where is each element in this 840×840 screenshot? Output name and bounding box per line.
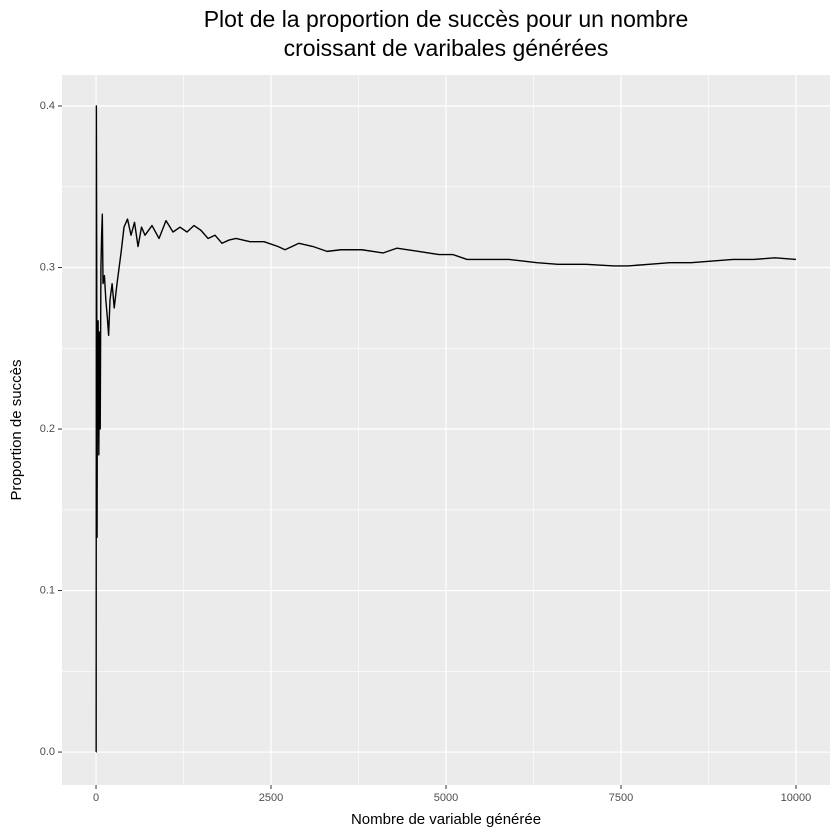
x-tick-label: 10000 bbox=[781, 792, 812, 804]
x-tick-label: 5000 bbox=[434, 792, 458, 804]
y-axis-title: Proportion de succès bbox=[8, 360, 25, 501]
y-tick-label: 0.3 bbox=[40, 261, 55, 273]
y-tick-label: 0.4 bbox=[40, 100, 55, 112]
x-axis-title: Nombre de variable générée bbox=[351, 811, 541, 828]
y-tick-label: 0.2 bbox=[40, 423, 55, 435]
chart-title: croissant de varibales générées bbox=[284, 35, 609, 61]
y-tick-label: 0.0 bbox=[40, 746, 55, 758]
x-tick-label: 2500 bbox=[259, 792, 283, 804]
x-tick-label: 0 bbox=[93, 792, 99, 804]
y-tick-label: 0.1 bbox=[40, 584, 55, 596]
x-tick-label: 7500 bbox=[609, 792, 633, 804]
data-line bbox=[95, 105, 797, 753]
chart-title: Plot de la proportion de succès pour un … bbox=[204, 6, 689, 32]
